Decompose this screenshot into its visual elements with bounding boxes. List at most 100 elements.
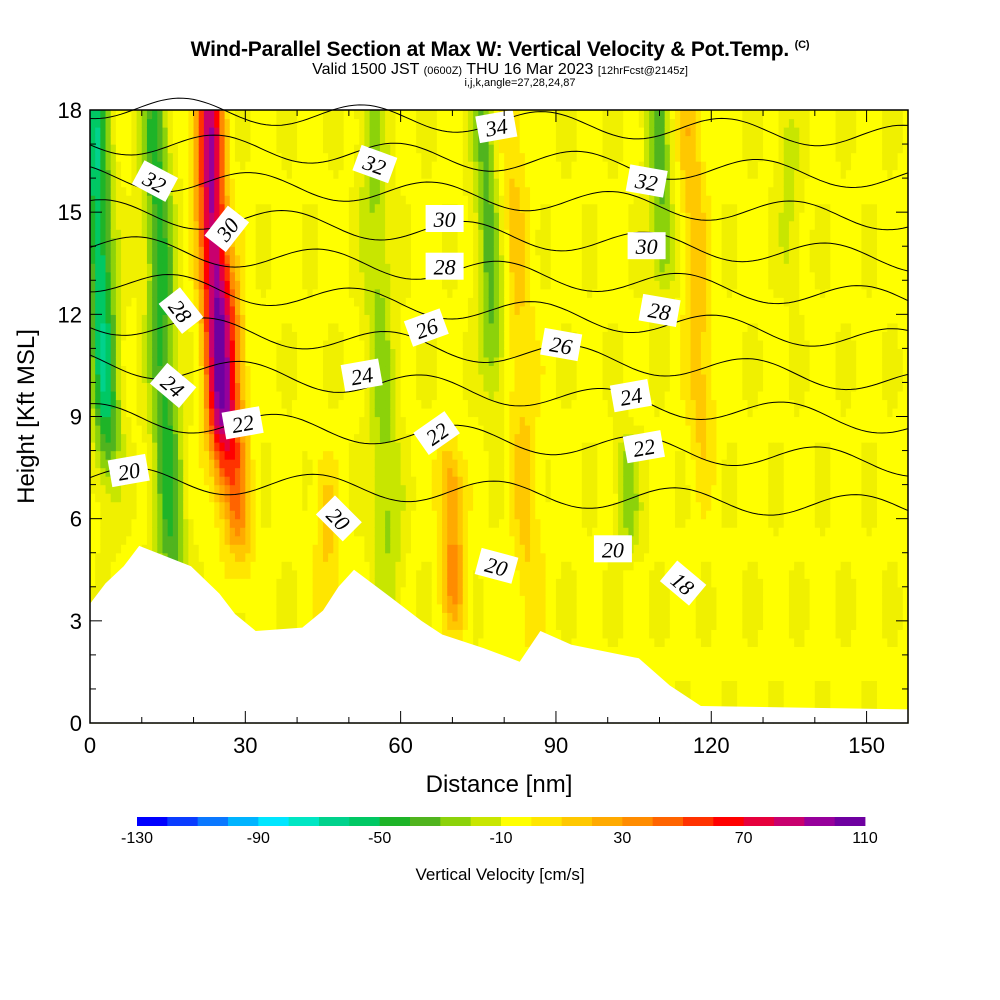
velocity-cell	[100, 442, 107, 452]
velocity-cell	[291, 161, 298, 171]
velocity-cell	[266, 254, 272, 264]
velocity-cell	[400, 399, 407, 409]
velocity-cell	[126, 382, 133, 392]
velocity-cell	[219, 127, 226, 137]
velocity-cell	[400, 501, 407, 511]
velocity-cell	[338, 135, 345, 145]
velocity-cell	[224, 331, 231, 341]
velocity-cell	[276, 127, 283, 137]
velocity-cell	[364, 118, 371, 128]
velocity-cell	[379, 382, 386, 392]
velocity-cell	[260, 365, 267, 375]
velocity-cell	[266, 118, 272, 128]
velocity-cell	[157, 510, 164, 520]
velocity-cell	[281, 178, 288, 188]
velocity-cell	[416, 288, 422, 298]
velocity-cell	[193, 476, 200, 486]
velocity-cell	[146, 229, 153, 239]
velocity-cell	[95, 339, 101, 349]
velocity-cell	[271, 110, 277, 120]
velocity-cell	[234, 254, 241, 264]
velocity-cell	[281, 127, 288, 137]
velocity-cell	[359, 416, 365, 426]
velocity-cell	[198, 152, 205, 162]
velocity-cell	[266, 544, 272, 554]
velocity-cell	[260, 493, 267, 503]
velocity-cell	[291, 152, 298, 162]
velocity-cell	[312, 407, 319, 418]
velocity-cell	[359, 501, 365, 511]
velocity-cell	[390, 195, 397, 205]
velocity-cell	[157, 229, 164, 239]
velocity-cell	[167, 220, 174, 230]
velocity-cell	[131, 195, 138, 205]
velocity-cell	[276, 254, 283, 264]
velocity-cell	[379, 476, 386, 486]
velocity-cell	[369, 484, 376, 494]
velocity-cell	[266, 450, 272, 460]
velocity-cell	[198, 501, 205, 511]
velocity-cell	[255, 620, 262, 630]
velocity-cell	[291, 484, 298, 494]
velocity-cell	[271, 450, 277, 460]
velocity-cell	[286, 586, 293, 596]
velocity-cell	[266, 501, 272, 511]
velocity-cell	[157, 339, 164, 349]
velocity-cell	[369, 118, 376, 128]
velocity-cell	[395, 595, 402, 605]
velocity-cell	[328, 569, 334, 579]
velocity-cell	[297, 561, 303, 571]
velocity-cell	[395, 246, 402, 256]
velocity-cell	[131, 118, 138, 128]
velocity-cell	[136, 382, 143, 392]
velocity-cell	[141, 314, 148, 324]
velocity-cell	[297, 127, 303, 137]
velocity-cell	[203, 493, 210, 503]
velocity-cell	[203, 382, 210, 392]
velocity-cell	[343, 237, 350, 247]
velocity-cell	[359, 399, 365, 409]
velocity-cell	[359, 246, 365, 256]
velocity-cell	[188, 322, 195, 332]
velocity-cell	[131, 450, 138, 460]
velocity-cell	[281, 390, 288, 401]
velocity-cell	[322, 254, 329, 264]
velocity-cell	[390, 237, 397, 247]
velocity-cell	[234, 518, 241, 528]
velocity-cell	[359, 254, 365, 264]
velocity-cell	[110, 297, 117, 307]
velocity-cell	[369, 203, 376, 213]
velocity-cell	[260, 246, 267, 256]
velocity-cell	[198, 510, 205, 520]
velocity-cell	[193, 246, 200, 256]
velocity-cell	[95, 569, 101, 579]
velocity-cell	[260, 510, 267, 520]
velocity-cell	[317, 433, 324, 443]
velocity-cell	[209, 459, 215, 469]
velocity-cell	[359, 118, 365, 128]
velocity-cell	[442, 450, 448, 460]
velocity-cell	[255, 314, 262, 324]
velocity-cell	[307, 552, 314, 562]
velocity-cell	[436, 348, 443, 358]
velocity-cell	[442, 348, 448, 358]
velocity-cell	[307, 365, 314, 375]
velocity-cell	[95, 220, 101, 230]
velocity-cell	[405, 203, 412, 213]
velocity-cell	[152, 501, 158, 511]
velocity-cell	[105, 365, 112, 375]
velocity-cell	[297, 442, 303, 452]
velocity-cell	[354, 442, 360, 452]
velocity-cell	[260, 620, 267, 630]
velocity-cell	[312, 254, 319, 264]
velocity-cell	[317, 561, 324, 571]
velocity-cell	[431, 127, 438, 137]
velocity-cell	[286, 135, 293, 145]
velocity-cell	[198, 229, 205, 239]
velocity-cell	[245, 152, 252, 162]
velocity-cell	[307, 612, 314, 622]
velocity-cell	[431, 586, 438, 596]
velocity-cell	[115, 271, 122, 281]
velocity-cell	[281, 442, 288, 452]
velocity-cell	[188, 271, 195, 281]
